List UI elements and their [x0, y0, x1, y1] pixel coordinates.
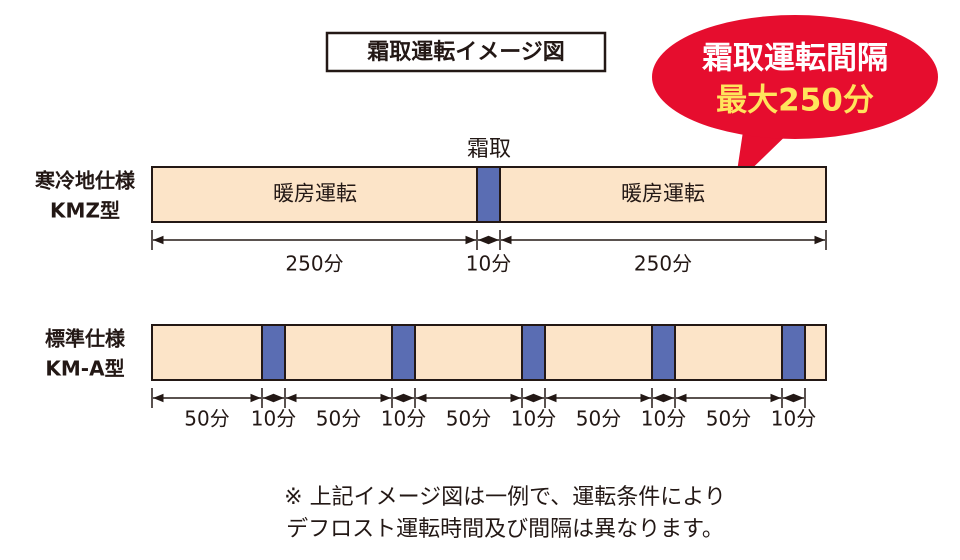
title-box — [325, 31, 607, 73]
interval-label: 50分 — [184, 407, 229, 431]
callout-bubble — [652, 15, 938, 139]
row-label: KM-A型 — [45, 357, 124, 381]
interval-label: 50分 — [706, 407, 751, 431]
callout: 霜取運転間隔 最大250分 — [652, 15, 938, 185]
interval-label: 50分 — [446, 407, 491, 431]
interval-label: 10分 — [511, 407, 556, 431]
row-label: KMZ型 — [50, 199, 120, 223]
interval-label: 250分 — [634, 252, 692, 276]
heating-label: 暖房運転 — [273, 182, 357, 206]
interval-label: 10分 — [641, 407, 686, 431]
defrost-block — [261, 324, 286, 381]
row-label: 標準仕様 — [45, 327, 126, 351]
interval-label: 10分 — [466, 252, 511, 276]
interval-label: 50分 — [576, 407, 621, 431]
note-line: デフロスト運転時間及び間隔は異なります。 — [286, 517, 724, 542]
defrost-block — [651, 324, 676, 381]
callout-line2: 最大250分 — [716, 83, 874, 119]
heating-label: 暖房運転 — [621, 182, 705, 206]
defrost-block — [391, 324, 416, 381]
defrost-block — [521, 324, 546, 381]
interval-label: 10分 — [381, 407, 426, 431]
note-line: ※ 上記イメージ図は一例で、運転条件により — [284, 485, 726, 510]
callout-line1: 霜取運転間隔 — [702, 41, 888, 77]
interval-label: 250分 — [285, 252, 343, 276]
interval-label: 10分 — [771, 407, 816, 431]
timeline-bar — [151, 324, 827, 381]
title: 霜取運転イメージ図 — [366, 39, 565, 65]
defrost-block — [781, 324, 806, 381]
defrost-label: 霜取 — [467, 137, 511, 162]
row-label: 寒冷地仕様 — [35, 169, 136, 193]
interval-label: 10分 — [251, 407, 296, 431]
interval-label: 50分 — [316, 407, 361, 431]
defrost-block — [476, 166, 501, 223]
